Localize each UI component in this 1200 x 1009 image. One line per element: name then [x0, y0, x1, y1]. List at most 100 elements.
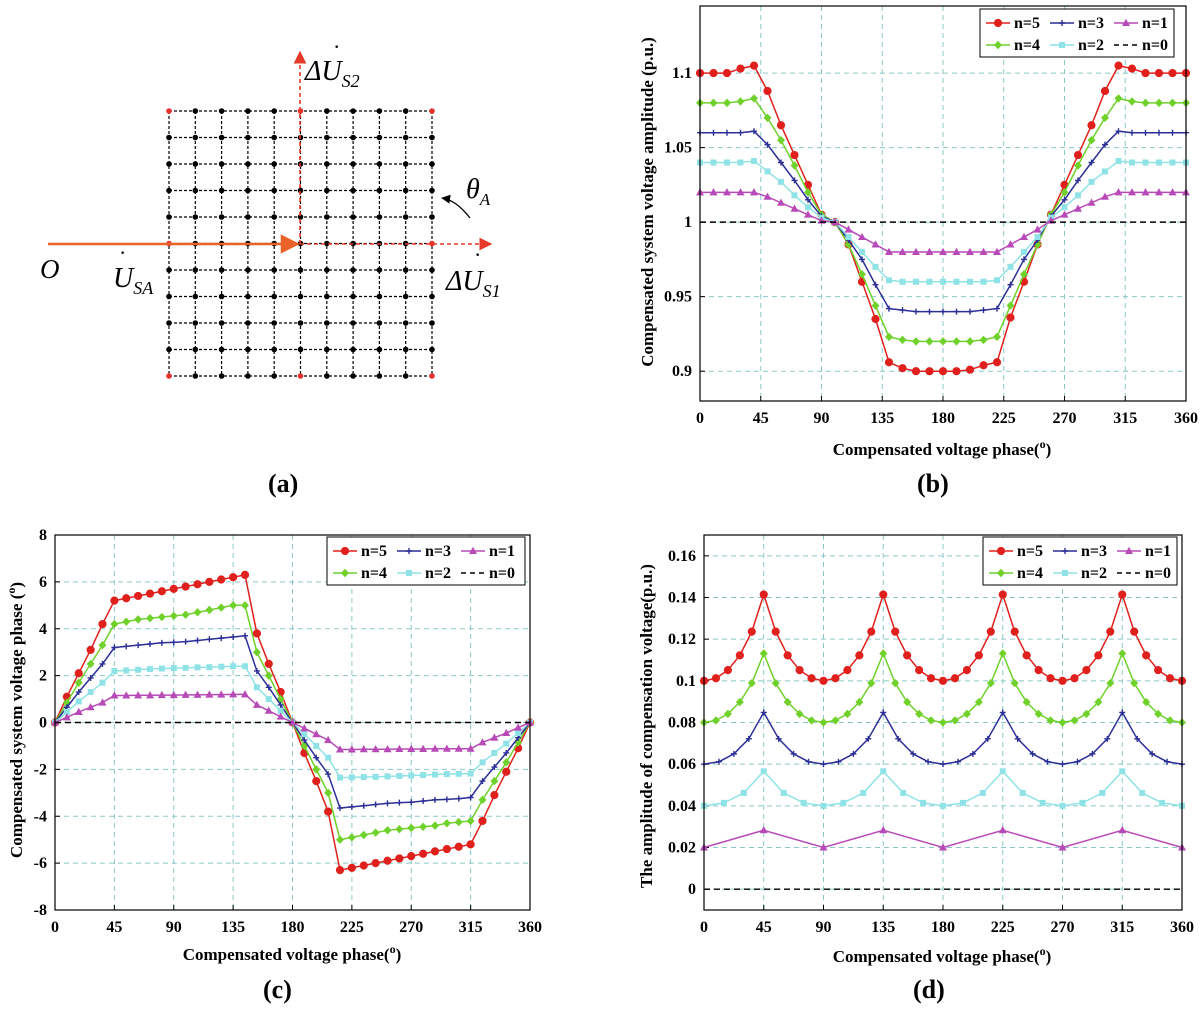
data-point-n4: [855, 697, 864, 707]
data-point-n2: [980, 278, 987, 285]
x-tick-label: 270: [1051, 919, 1075, 936]
data-point-n4: [1141, 98, 1150, 108]
grid-node: [376, 161, 383, 167]
data-point-n2: [408, 772, 415, 779]
data-point-n2: [940, 278, 946, 285]
data-point-n2: [900, 789, 907, 796]
data-point-n3: [940, 761, 946, 768]
data-point-n4: [1106, 678, 1115, 688]
data-point-n3: [396, 799, 403, 806]
data-point-n1: [759, 826, 768, 834]
data-point-n5: [419, 849, 428, 858]
data-point-n4: [979, 335, 988, 345]
chart-d: 0 45 90 135 180 225 270 315 360 0 0.02 0.04 0.06 0.08…: [637, 534, 1194, 1004]
legend-label-n4: n=4: [1014, 37, 1040, 54]
data-point-n3: [337, 805, 343, 812]
grid-node: [350, 267, 356, 273]
data-point-n3: [467, 794, 474, 801]
data-point-n1: [371, 745, 380, 753]
data-point-n1: [276, 712, 285, 720]
data-point-n2: [87, 689, 94, 696]
data-point-n3: [218, 635, 225, 642]
legend-marker-n4: [994, 40, 1002, 50]
data-point-n4: [966, 337, 974, 346]
legend-label-n2: n=2: [1078, 37, 1104, 54]
data-point-n4: [1070, 716, 1079, 725]
data-point-n4: [86, 659, 95, 669]
plot-frame: [699, 5, 1187, 402]
data-point-n1: [395, 744, 404, 752]
data-point-n3: [1156, 129, 1162, 136]
data-point-n5: [1010, 627, 1019, 636]
data-point-n5: [952, 367, 961, 376]
x-tick-label: 180: [931, 410, 955, 427]
x-tick-label: 0: [51, 919, 59, 936]
data-point-n1: [1141, 188, 1150, 196]
data-point-n3: [111, 644, 118, 651]
data-point-n4: [1060, 188, 1069, 197]
data-point-n2: [479, 759, 486, 766]
data-point-n5: [735, 651, 744, 660]
data-point-n5: [709, 68, 718, 78]
chart-d-legend: n=5 n=3 n=1 n=4 n=2 n=0: [982, 536, 1178, 586]
data-point-n5: [1106, 627, 1115, 636]
legend-label-n5: n=5: [1017, 543, 1043, 560]
data-point-n5: [490, 791, 499, 800]
data-point-n1: [241, 690, 249, 698]
data-point-n5: [992, 358, 1002, 367]
data-point-n5: [347, 863, 356, 872]
chart-c-legend: n=5 n=3 n=1 n=4 n=2 n=0: [326, 536, 526, 586]
data-point-n2: [940, 802, 946, 809]
grid-node: [324, 134, 330, 141]
y-tick-label: -2: [34, 761, 47, 778]
data-point-n1: [419, 744, 428, 752]
data-point-n3: [872, 281, 879, 288]
data-point-n1: [1168, 188, 1177, 196]
y-tick-label: 0.08: [668, 715, 696, 732]
data-point-n4: [891, 678, 900, 688]
x-tick-label: 315: [459, 919, 483, 936]
data-point-n3: [925, 758, 932, 765]
data-point-n3: [1088, 159, 1095, 166]
chart-d-xlabel: Compensated voltage phase(o): [833, 944, 1052, 966]
data-point-n2: [1156, 159, 1162, 166]
data-point-n2: [859, 248, 865, 255]
data-point-n2: [491, 749, 498, 756]
data-point-n2: [75, 698, 82, 705]
data-point-n2: [1129, 159, 1135, 166]
grid-node: [218, 346, 225, 353]
data-point-n5: [383, 856, 392, 865]
grid-node: [324, 108, 330, 114]
data-point-n4: [867, 678, 876, 688]
data-point-n1: [939, 843, 947, 851]
data-point-n4: [419, 822, 428, 831]
grid-node: [402, 267, 409, 273]
data-point-n2: [805, 204, 811, 211]
data-point-n3: [1119, 709, 1126, 716]
legend-marker-n4: [341, 568, 349, 578]
data-point-n4: [952, 337, 961, 346]
grid-node: [271, 293, 278, 300]
data-point-n4: [844, 240, 853, 249]
data-point-n2: [360, 774, 367, 781]
data-point-n5: [478, 816, 487, 826]
grid-node: [350, 187, 356, 194]
grid-node: [271, 161, 278, 167]
data-point-n4: [336, 835, 344, 844]
data-point-n1: [879, 826, 888, 834]
data-point-n3: [775, 735, 782, 742]
y-tick-label: 0.14: [668, 590, 696, 607]
chart-b-legend: n=5 n=3 n=1 n=4 n=2 n=0: [979, 8, 1175, 58]
data-point-n3: [715, 758, 722, 765]
data-point-n1: [1058, 843, 1067, 851]
grid-node: [297, 267, 304, 273]
data-point-n4: [1087, 135, 1096, 145]
data-point-n5: [407, 851, 416, 861]
data-point-n3: [313, 754, 320, 761]
data-point-n5: [1154, 666, 1163, 675]
data-point-n5: [145, 589, 155, 598]
data-point-n4: [1166, 716, 1175, 725]
data-point-n5: [819, 676, 828, 685]
data-point-n3: [408, 799, 415, 806]
data-point-n1: [1128, 188, 1136, 196]
